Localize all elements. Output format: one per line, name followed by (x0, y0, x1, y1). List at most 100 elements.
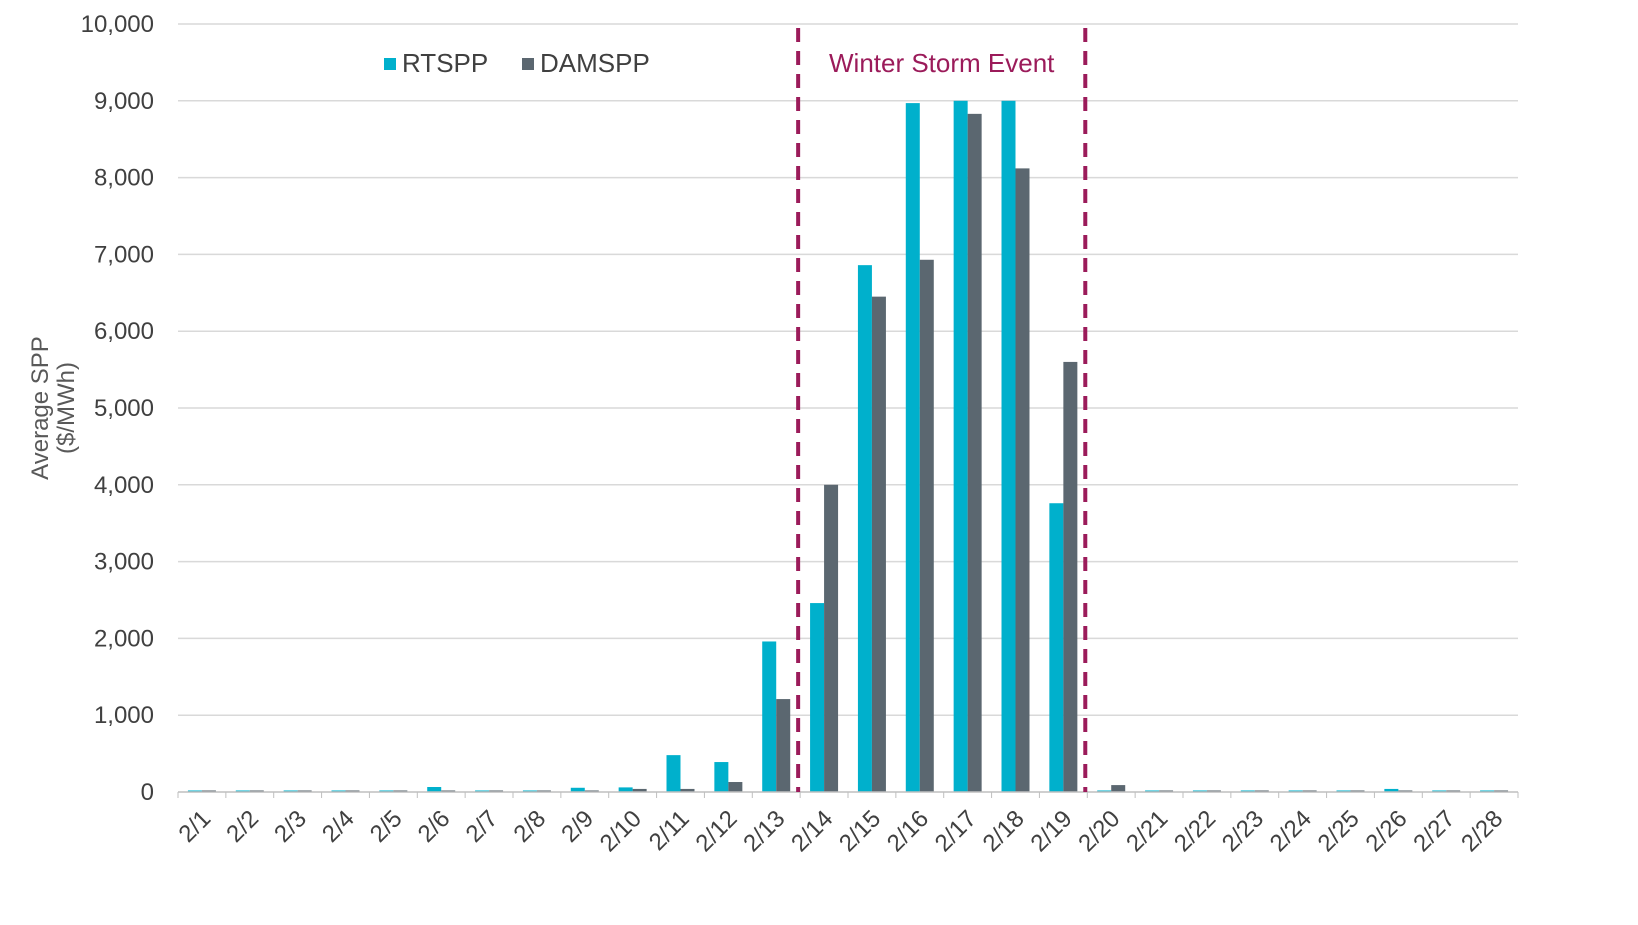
bar-damspp-2-19 (1063, 361, 1078, 792)
legend-label-rtspp: RTSPP (402, 48, 488, 78)
bar-damspp-2-8 (536, 790, 551, 792)
x-tick-label: 2/22 (1169, 805, 1221, 857)
y-axis-tick-labels: 0 1,000 2,000 3,000 4,000 5,000 6,000 7,000 8,00… (81, 11, 154, 806)
bar-damspp-2-27 (1446, 790, 1461, 792)
bar-damspp-2-15 (871, 296, 886, 792)
bar-damspp-2-22 (1206, 790, 1221, 792)
bar-rtspp-2-10 (618, 787, 633, 792)
bar-rtspp-2-22 (1192, 790, 1207, 792)
bar-rtspp-2-2 (235, 790, 250, 792)
bar-damspp-2-16 (919, 259, 934, 792)
x-tick-label: 2/15 (834, 805, 886, 857)
legend-swatch-rtspp (384, 58, 396, 70)
x-tick-label: 2/24 (1265, 805, 1317, 857)
bar-damspp-2-21 (1159, 790, 1174, 792)
bar-rtspp-2-16 (905, 103, 920, 792)
bar-rtspp-2-19 (1049, 503, 1064, 792)
x-tick-label: 2/10 (595, 805, 647, 857)
x-tick-label: 2/13 (738, 805, 790, 857)
x-tick-label: 2/27 (1408, 805, 1460, 857)
bar-rtspp-2-3 (283, 790, 298, 792)
bar-damspp-2-5 (393, 790, 408, 792)
y-axis-title-line: Average SPP (27, 336, 54, 480)
bar-rtspp-2-4 (331, 790, 346, 792)
bar-rtspp-2-17 (953, 100, 968, 793)
bar-damspp-2-23 (1254, 790, 1269, 792)
x-tick-label: 2/9 (556, 805, 599, 848)
y-tick-label: 10,000 (81, 11, 154, 38)
bars (187, 100, 1509, 793)
bar-rtspp-2-25 (1336, 790, 1351, 792)
bar-damspp-2-26 (1398, 790, 1413, 792)
bar-rtspp-2-26 (1384, 788, 1399, 792)
bar-damspp-2-11 (680, 788, 695, 792)
y-tick-label: 1,000 (94, 702, 154, 729)
x-tick-label: 2/5 (365, 805, 408, 848)
x-tick-label: 2/17 (930, 805, 982, 857)
bar-damspp-2-10 (632, 788, 647, 792)
legend-label-damspp: DAMSPP (540, 48, 650, 78)
bar-rtspp-2-28 (1480, 790, 1495, 792)
x-tick-label: 2/8 (508, 805, 551, 848)
bar-rtspp-2-11 (666, 755, 681, 792)
bar-rtspp-2-15 (857, 265, 872, 793)
bar-damspp-2-4 (345, 790, 360, 792)
y-tick-label: 6,000 (94, 318, 154, 345)
bar-rtspp-2-12 (714, 762, 729, 792)
bar-damspp-2-6 (441, 790, 456, 792)
x-tick-label: 2/28 (1456, 805, 1508, 857)
y-axis-title: Average SPP($/MWh) (27, 336, 80, 480)
bar-rtspp-2-8 (522, 790, 537, 792)
y-axis-title-line: ($/MWh) (53, 362, 80, 454)
winter-storm-label: Winter Storm Event (829, 48, 1055, 78)
x-tick-label: 2/23 (1217, 805, 1269, 857)
bar-rtspp-2-21 (1145, 790, 1160, 792)
x-tick-label: 2/19 (1025, 805, 1077, 857)
x-tick-label: 2/1 (173, 805, 216, 848)
bar-rtspp-2-23 (1240, 790, 1255, 792)
x-tick-label: 2/3 (269, 805, 312, 848)
bar-rtspp-2-6 (427, 787, 442, 792)
x-tick-label: 2/7 (461, 805, 504, 848)
y-tick-label: 4,000 (94, 472, 154, 499)
bar-damspp-2-17 (967, 113, 982, 792)
bar-rtspp-2-5 (379, 790, 394, 792)
bar-rtspp-2-27 (1432, 790, 1447, 792)
bar-damspp-2-9 (584, 790, 599, 792)
bar-rtspp-2-14 (810, 603, 825, 792)
bar-damspp-2-7 (489, 790, 504, 792)
x-tick-label: 2/4 (317, 805, 360, 848)
bar-rtspp-2-20 (1097, 790, 1112, 792)
y-tick-label: 7,000 (94, 241, 154, 268)
bar-rtspp-2-18 (1001, 100, 1016, 793)
bar-damspp-2-2 (249, 790, 264, 792)
bar-rtspp-2-9 (570, 787, 585, 792)
x-tick-label: 2/14 (786, 805, 838, 857)
bar-damspp-2-18 (1015, 168, 1030, 792)
x-tick-label: 2/2 (221, 805, 264, 848)
x-tick-label: 2/25 (1313, 805, 1365, 857)
bar-rtspp-2-24 (1288, 790, 1303, 792)
x-tick-label: 2/18 (978, 805, 1030, 857)
bar-damspp-2-28 (1494, 790, 1509, 792)
x-tick-label: 2/21 (1121, 805, 1173, 857)
x-tick-label: 2/12 (690, 805, 742, 857)
y-tick-label: 9,000 (94, 88, 154, 115)
y-tick-label: 8,000 (94, 165, 154, 192)
y-tick-label: 2,000 (94, 625, 154, 652)
x-tick-label: 2/11 (644, 805, 695, 856)
bar-rtspp-2-7 (475, 790, 490, 792)
bar-damspp-2-20 (1111, 785, 1126, 792)
bar-damspp-2-13 (776, 699, 791, 792)
x-tick-label: 2/6 (413, 805, 456, 848)
bar-damspp-2-24 (1302, 790, 1317, 792)
x-tick-label: 2/26 (1360, 805, 1412, 857)
y-tick-label: 0 (141, 779, 154, 806)
x-tick-label: 2/16 (882, 805, 934, 857)
winter-storm-annotation: Winter Storm Event (796, 28, 1088, 792)
x-axis-tick-labels: 2/1 2/2 2/3 2/4 2/5 2/6 2/7 2/8 2/92/102/112/122… (173, 792, 1519, 857)
bar-rtspp-2-1 (187, 790, 202, 792)
bar-damspp-2-3 (297, 790, 312, 792)
y-tick-label: 5,000 (94, 395, 154, 422)
